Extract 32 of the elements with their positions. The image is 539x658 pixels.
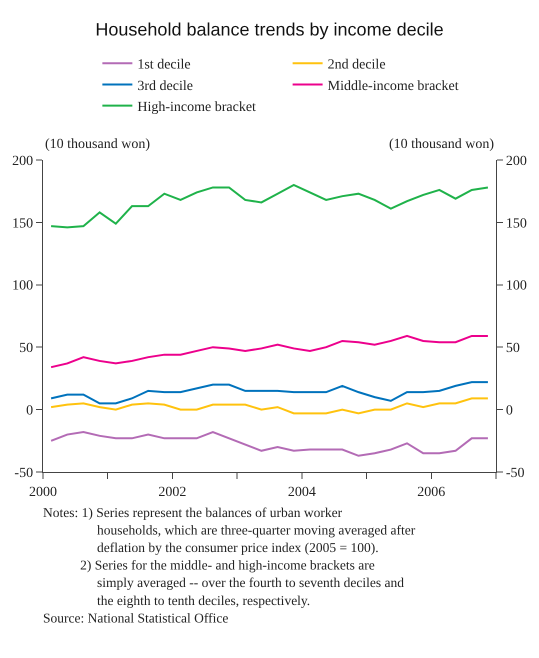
y-tick-label: 200 (12, 154, 34, 169)
legend-label: 1st decile (137, 58, 191, 73)
y2-tick-label: 150 (506, 216, 527, 232)
legend-label: 2nd decile (328, 58, 386, 73)
y2-tick-label: 200 (506, 154, 527, 169)
y-tick-label: 50 (19, 341, 34, 356)
x-tick-label: 2006 (417, 484, 446, 500)
text: 2) Series for the middle- and high-income brackets are simply averaged -- over the fourth to seventh deciles and the eighth to tenth deciles, respectively. (43, 558, 404, 608)
text: Notes: 1) Series represent the balances of urban worker households, which are three-quarter moving averaged after deflation by the consumer price index (2005 = 100). (43, 505, 416, 556)
y-tick-label: 150 (12, 216, 34, 232)
line-series (50, 397, 489, 414)
y2-axis-title: (10 thousand won) (389, 137, 494, 152)
y2-tick-label: 0 (506, 404, 513, 418)
line-series (50, 381, 489, 404)
x-tick-label: 2000 (29, 484, 57, 500)
source-note: Source: National Statistical Office (43, 610, 228, 626)
y2-tick-label: 50 (506, 341, 520, 356)
y-tick-label: 0 (26, 404, 34, 418)
legend-label: High-income bracket (137, 100, 256, 116)
line-series (50, 431, 489, 457)
x-tick-label: 2004 (288, 484, 316, 500)
line-series (50, 184, 489, 228)
legend-label: Middle-income bracket (328, 78, 459, 94)
line-series (50, 334, 489, 368)
x-tick-label: 2002 (158, 484, 186, 500)
chart-title: Household balance trends by income decile (95, 20, 444, 40)
y-tick-label: -50 (14, 466, 34, 481)
y2-tick-label: -50 (506, 466, 525, 481)
legend-label: 3rd decile (137, 78, 193, 94)
y2-tick-label: 100 (506, 278, 527, 294)
y-tick-label: 100 (12, 278, 34, 294)
y-axis-title: (10 thousand won) (45, 137, 150, 152)
